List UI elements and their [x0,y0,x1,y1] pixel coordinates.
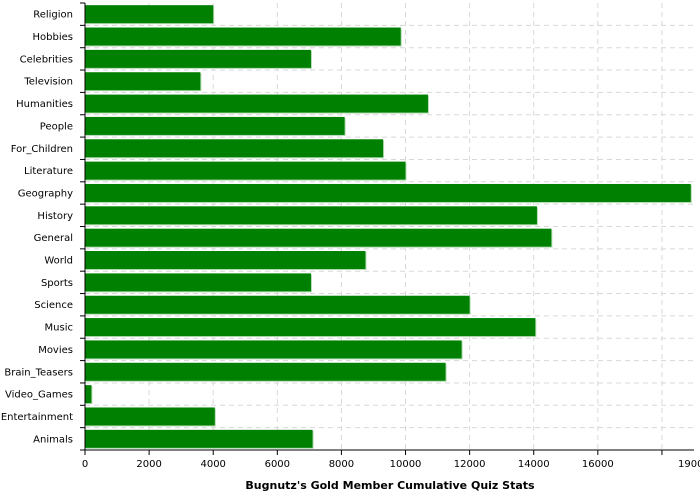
category-label: Brain_Teasers [4,367,73,378]
category-label: Movies [38,345,73,356]
category-label: General [34,233,73,244]
category-label: For_Children [11,144,73,155]
bar-brain-teasers [85,362,446,381]
category-label: Video_Games [5,390,73,401]
bar-music [85,318,536,337]
x-tick-label: 8000 [329,459,354,470]
bar-world [85,251,366,270]
category-label: Religion [33,10,73,21]
bar-humanities [85,94,428,113]
bar-television [85,72,201,91]
x-tick-label: 6000 [265,459,290,470]
bar-literature [85,161,406,180]
category-labels: Religion Hobbies Celebrities Television Huma… [1,2,85,451]
bar-history [85,206,537,225]
bar-hobbies [85,27,401,46]
category-label: Animals [33,434,73,445]
category-label: Humanities [16,99,73,110]
x-tick-label: 10000 [390,459,422,470]
x-tick-label: 16000 [582,459,614,470]
x-tick-label: 2000 [136,459,161,470]
bar-geography [85,183,691,202]
bar-entertainment [85,407,215,426]
x-tick-label-edge: 1900 [678,459,700,470]
bar-religion [85,5,214,24]
category-label: Music [45,323,73,334]
bar-general [85,228,552,247]
x-tick-label: 4000 [200,459,225,470]
x-tick-labels: 0 2000 4000 6000 8000 10000 12000 14000 16000 190… [82,450,700,470]
category-label: History [37,211,73,222]
bar-movies [85,340,462,359]
category-label: Television [23,77,73,88]
bars [85,5,692,449]
grid-lines [85,3,694,450]
bar-sports [85,273,311,292]
bar-celebrities [85,49,311,68]
category-label: Celebrities [20,54,73,65]
bar-people [85,116,345,135]
category-label: Entertainment [1,412,73,423]
bar-science [85,295,470,314]
bar-video-games [85,385,92,404]
category-label: Hobbies [33,32,73,43]
category-label: Science [34,300,73,311]
x-tick-label: 12000 [454,459,486,470]
category-label: Literature [24,166,73,177]
x-tick-label: 0 [82,459,88,470]
category-label: World [44,256,73,267]
category-label: Geography [18,188,73,199]
bar-animals [85,429,313,448]
bar-for-children [85,139,384,158]
category-label: People [40,121,73,132]
x-tick-label: 14000 [518,459,550,470]
x-axis-title: Bugnutz's Gold Member Cumulative Quiz St… [245,479,535,492]
category-label: Sports [41,278,73,289]
